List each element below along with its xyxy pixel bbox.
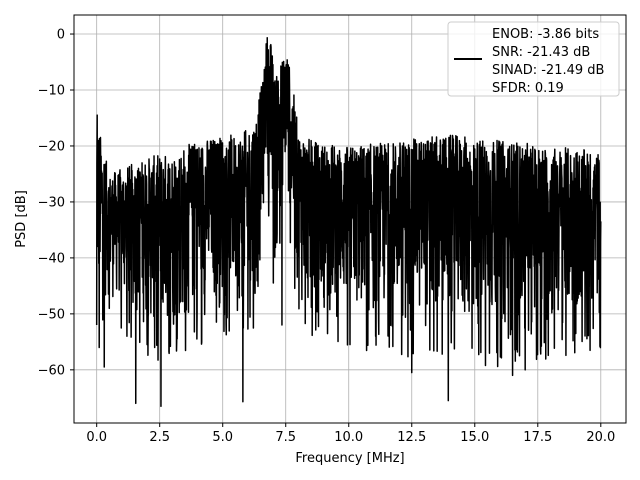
x-tick-label: 17.5 xyxy=(523,430,552,445)
legend-label-line: SFDR: 0.19 xyxy=(492,81,564,96)
x-tick-label: 2.5 xyxy=(149,430,170,445)
x-tick-label: 5.0 xyxy=(212,430,233,445)
x-tick-label: 7.5 xyxy=(275,430,296,445)
y-axis-label: PSD [dB] xyxy=(14,190,29,248)
plot-data xyxy=(95,37,602,407)
legend-label: ENOB: -3.86 bits SNR: -21.43 dB SINAD: -21… xyxy=(492,27,604,96)
legend-label-line: SINAD: -21.49 dB xyxy=(492,63,604,78)
psd-series-line xyxy=(95,37,602,407)
y-tick-label: 0 xyxy=(57,28,65,43)
y-tick-label: −20 xyxy=(38,139,65,154)
axes-frame xyxy=(73,14,627,424)
legend-label-line: SNR: -21.43 dB xyxy=(492,45,590,60)
x-tick-label: 20.0 xyxy=(586,430,615,445)
legend: ENOB: -3.86 bits SNR: -21.43 dB SINAD: -21… xyxy=(447,21,620,97)
y-tick-label: −30 xyxy=(38,195,65,210)
x-tick-label: 0.0 xyxy=(86,430,107,445)
y-tick-label: −10 xyxy=(38,83,65,98)
x-tick-label: 12.5 xyxy=(397,430,426,445)
legend-label-line: ENOB: -3.86 bits xyxy=(492,27,599,42)
y-tick-label: −50 xyxy=(38,307,65,322)
x-axis-label: Frequency [MHz] xyxy=(295,451,404,466)
ticks: 0.0 2.5 5.0 7.5 10.0 12.5 15.0 17.5 20.0 0 −10 −20 −… xyxy=(38,28,616,445)
legend-box xyxy=(447,21,620,97)
x-tick-label: 10.0 xyxy=(334,430,363,445)
y-tick-label: −60 xyxy=(38,363,65,378)
x-tick-label: 15.0 xyxy=(460,430,489,445)
y-tick-label: −40 xyxy=(38,251,65,266)
